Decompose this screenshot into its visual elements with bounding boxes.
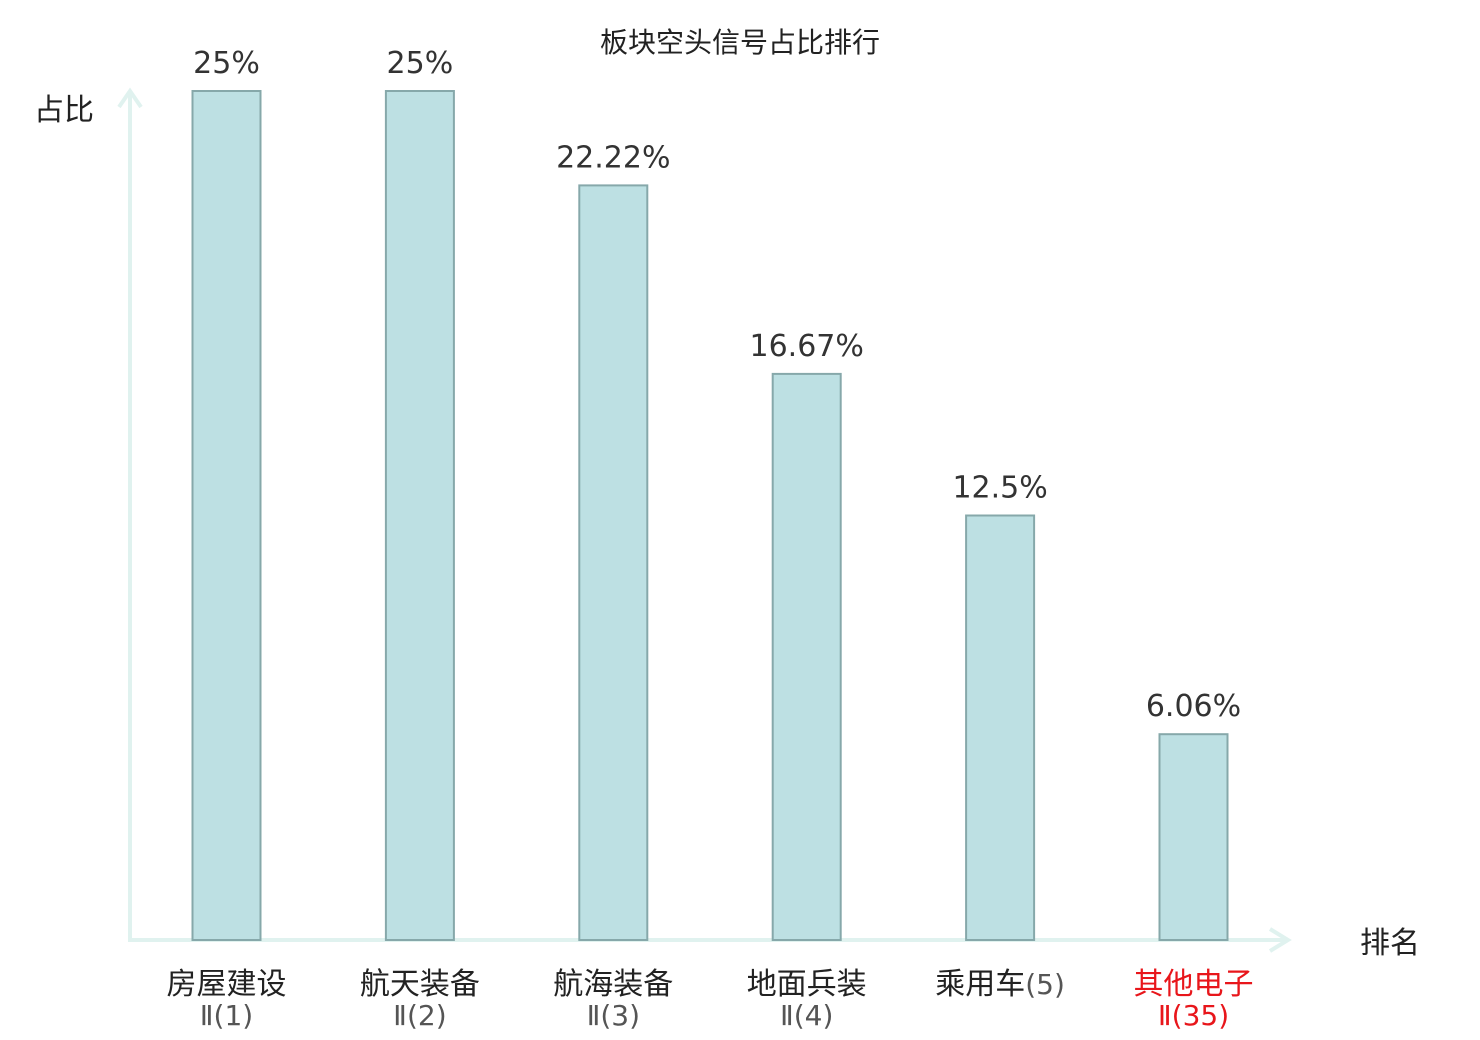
category-name: 航海装备 (553, 967, 673, 1002)
category-name: 乘用车 (935, 967, 1025, 1002)
category-rank: Ⅱ(4) (780, 999, 833, 1032)
category-label: 乘用车(5) (935, 967, 1065, 1002)
chart-title: 板块空头信号占比排行 (600, 26, 880, 59)
category-rank: Ⅱ(2) (393, 999, 446, 1032)
bar (384, 90, 455, 941)
x-axis-arrow (1268, 927, 1292, 953)
category-name: 地面兵装 (747, 967, 867, 1002)
bar-value-label: 25% (193, 46, 260, 81)
bar (578, 184, 649, 941)
category-rank: (5) (1025, 968, 1065, 1001)
category-rank: Ⅱ(35) (1158, 999, 1229, 1032)
category-name: 房屋建设 (167, 967, 287, 1002)
bar (191, 90, 262, 941)
bar-value-label: 6.06% (1146, 689, 1241, 724)
bar (1158, 733, 1229, 942)
bar-value-label: 22.22% (556, 140, 670, 175)
y-axis-arrow (117, 87, 143, 109)
bar-value-label: 12.5% (952, 471, 1047, 506)
bar-value-label: 16.67% (750, 329, 864, 364)
bar (771, 372, 842, 941)
x-axis-label: 排名 (1360, 926, 1420, 961)
category-name: 其他电子 (1134, 967, 1254, 1002)
category-rank: Ⅱ(3) (587, 999, 640, 1032)
axes (117, 87, 1292, 953)
y-axis-label: 占比 (34, 93, 94, 128)
value-labels: 25% 25% 22.22% 16.67% 12.5% 6.06% (193, 46, 1241, 724)
bar (965, 514, 1036, 941)
bars (191, 90, 1229, 942)
category-rank: Ⅱ(1) (200, 999, 253, 1032)
category-name: 航天装备 (360, 967, 480, 1002)
bar-value-label: 25% (387, 46, 454, 81)
